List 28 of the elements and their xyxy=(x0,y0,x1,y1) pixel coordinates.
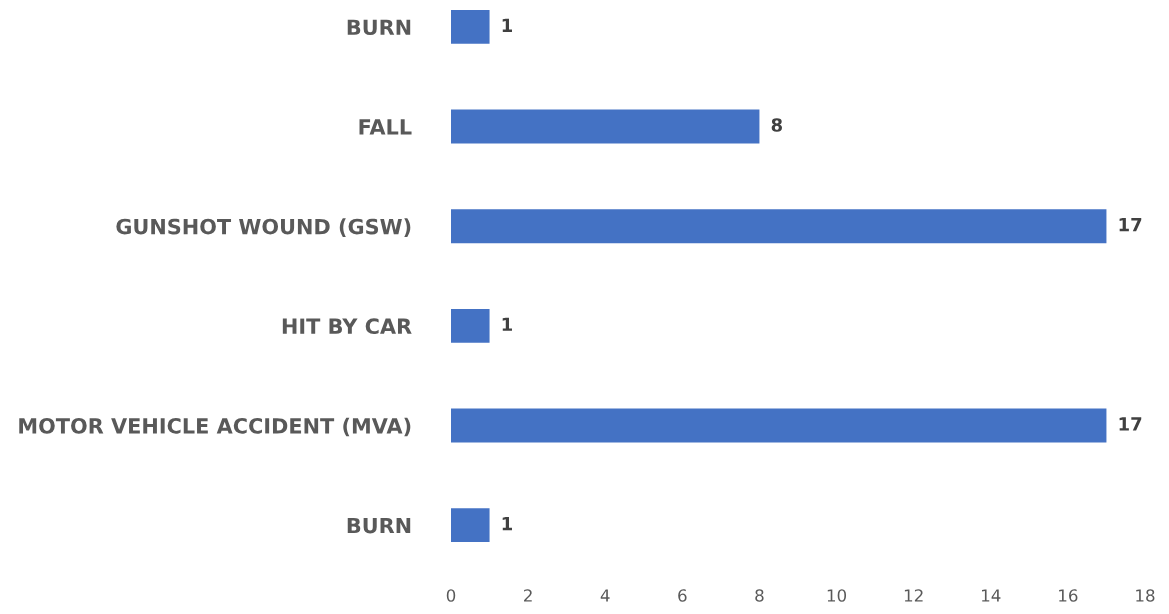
x-tick-label: 4 xyxy=(600,589,610,602)
bar xyxy=(451,209,1107,244)
x-tick-label: 6 xyxy=(678,589,687,602)
y-tick-label: MOTOR VEHICLE ACCIDENT (MVA) xyxy=(19,417,411,437)
x-tick-label: 16 xyxy=(1059,589,1078,602)
data-label: 17 xyxy=(1119,417,1142,431)
y-tick-label: HIT BY CAR xyxy=(282,318,412,335)
y-tick-label: FALL xyxy=(359,119,412,135)
x-tick-label: 8 xyxy=(755,589,764,602)
bar xyxy=(451,508,490,543)
data-label: 8 xyxy=(771,118,782,132)
y-tick-label: BURN xyxy=(347,517,411,534)
x-tick-label: 12 xyxy=(904,589,923,602)
y-tick-label: BURN xyxy=(347,19,411,36)
x-tick-label: 10 xyxy=(827,589,847,602)
data-label: 1 xyxy=(502,18,512,32)
bar xyxy=(451,109,760,144)
x-tick-label: 2 xyxy=(524,589,532,602)
bar xyxy=(451,9,490,44)
x-tick-label: 0 xyxy=(446,589,456,602)
data-label: 1 xyxy=(502,317,512,331)
y-tick-label: GUNSHOT WOUND (GSW) xyxy=(116,218,411,237)
x-tick-label: 18 xyxy=(1136,589,1155,602)
bar xyxy=(451,408,1107,443)
x-tick-label: 14 xyxy=(982,589,1001,602)
data-label: 1 xyxy=(502,516,512,531)
data-label: 17 xyxy=(1119,218,1142,232)
bar xyxy=(451,308,490,343)
